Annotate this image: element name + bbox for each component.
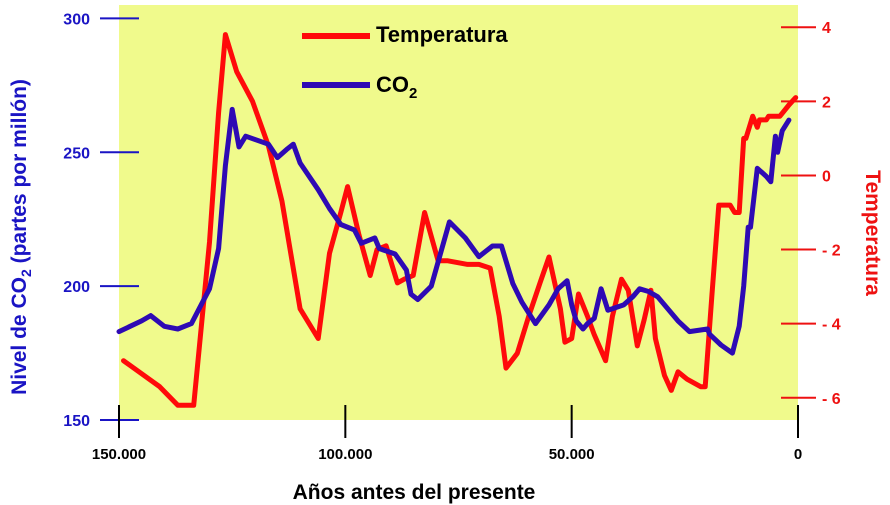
y-right-tick-label-0: 0 [822, 168, 831, 185]
y-left-tick-label-150: 150 [63, 413, 90, 430]
series-layer [116, 32, 799, 408]
y-right-tick-label-2: 2 [822, 94, 831, 111]
x-tick-label-100-000: 100.000 [318, 446, 372, 463]
y-right-tick-label-4: 4 [822, 20, 831, 37]
x-tick-label-150-000: 150.000 [92, 446, 146, 463]
series-line-temperatura [121, 32, 799, 408]
legend: Temperatura CO2 [302, 22, 508, 102]
y-axis-title-left: Nivel de CO2 (partes por millón) [8, 79, 34, 395]
y-left-tick-label-250: 250 [63, 145, 90, 162]
x-tick-label-0: 0 [794, 446, 802, 463]
y-right-tick-label-6: - 6 [822, 391, 841, 408]
plot-area [119, 5, 798, 420]
y-left-tick-label-300: 300 [63, 11, 90, 28]
y-right-tick-label-4: - 4 [822, 317, 841, 334]
y-axis-title-right: Temperatura [861, 170, 884, 296]
x-axis-title: Años antes del presente [293, 481, 536, 504]
series-line-co2 [116, 106, 792, 356]
legend-label-temperatura: Temperatura [376, 22, 508, 47]
legend-label-co2: CO2 [376, 72, 417, 102]
axis-ticks: 300 250 200 150 4 2 0 - 2 - 4 - 6 150.000 100.000 50… [63, 11, 840, 463]
y-right-tick-label-2: - 2 [822, 243, 841, 260]
x-tick-label-50-000: 50.000 [549, 446, 595, 463]
y-left-tick-label-200: 200 [63, 279, 90, 296]
